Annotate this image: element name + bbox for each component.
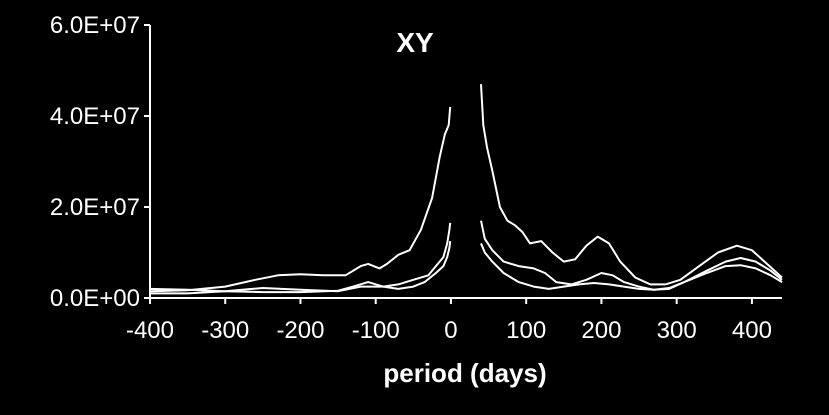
y-tick-label: 4.0E+07	[50, 103, 140, 130]
x-tick-label: 400	[732, 317, 772, 344]
x-axis-title: period (days)	[383, 358, 546, 388]
series-3-segment-2-line	[480, 243, 783, 291]
x-tick-label: -200	[276, 317, 324, 344]
series-1-segment-1-line	[149, 106, 452, 293]
x-tick-label: 200	[581, 317, 621, 344]
x-tick-label: 300	[657, 317, 697, 344]
series-3-segment-1-line	[149, 240, 452, 294]
x-tick-label: 0	[444, 317, 457, 344]
series-lines	[149, 84, 783, 295]
y-tick-label: 0.0E+00	[50, 285, 140, 312]
y-axis-ticks: 0.0E+00 2.0E+07 4.0E+07 6.0E+07	[50, 12, 150, 312]
series-2-segment-1-line	[150, 222, 452, 295]
y-tick-label: 2.0E+07	[50, 194, 140, 221]
x-tick-label: -400	[126, 317, 174, 344]
y-tick-label: 6.0E+07	[50, 12, 140, 39]
x-tick-label: -100	[352, 317, 400, 344]
series-1-segment-2-line	[480, 84, 783, 286]
x-tick-label: 100	[506, 317, 546, 344]
series-2-segment-2-line	[480, 220, 783, 291]
x-axis-ticks: -400 -300 -200 -100 0 100 200 300 400	[126, 298, 772, 344]
chart-title: XY	[396, 27, 434, 58]
x-tick-label: -300	[201, 317, 249, 344]
